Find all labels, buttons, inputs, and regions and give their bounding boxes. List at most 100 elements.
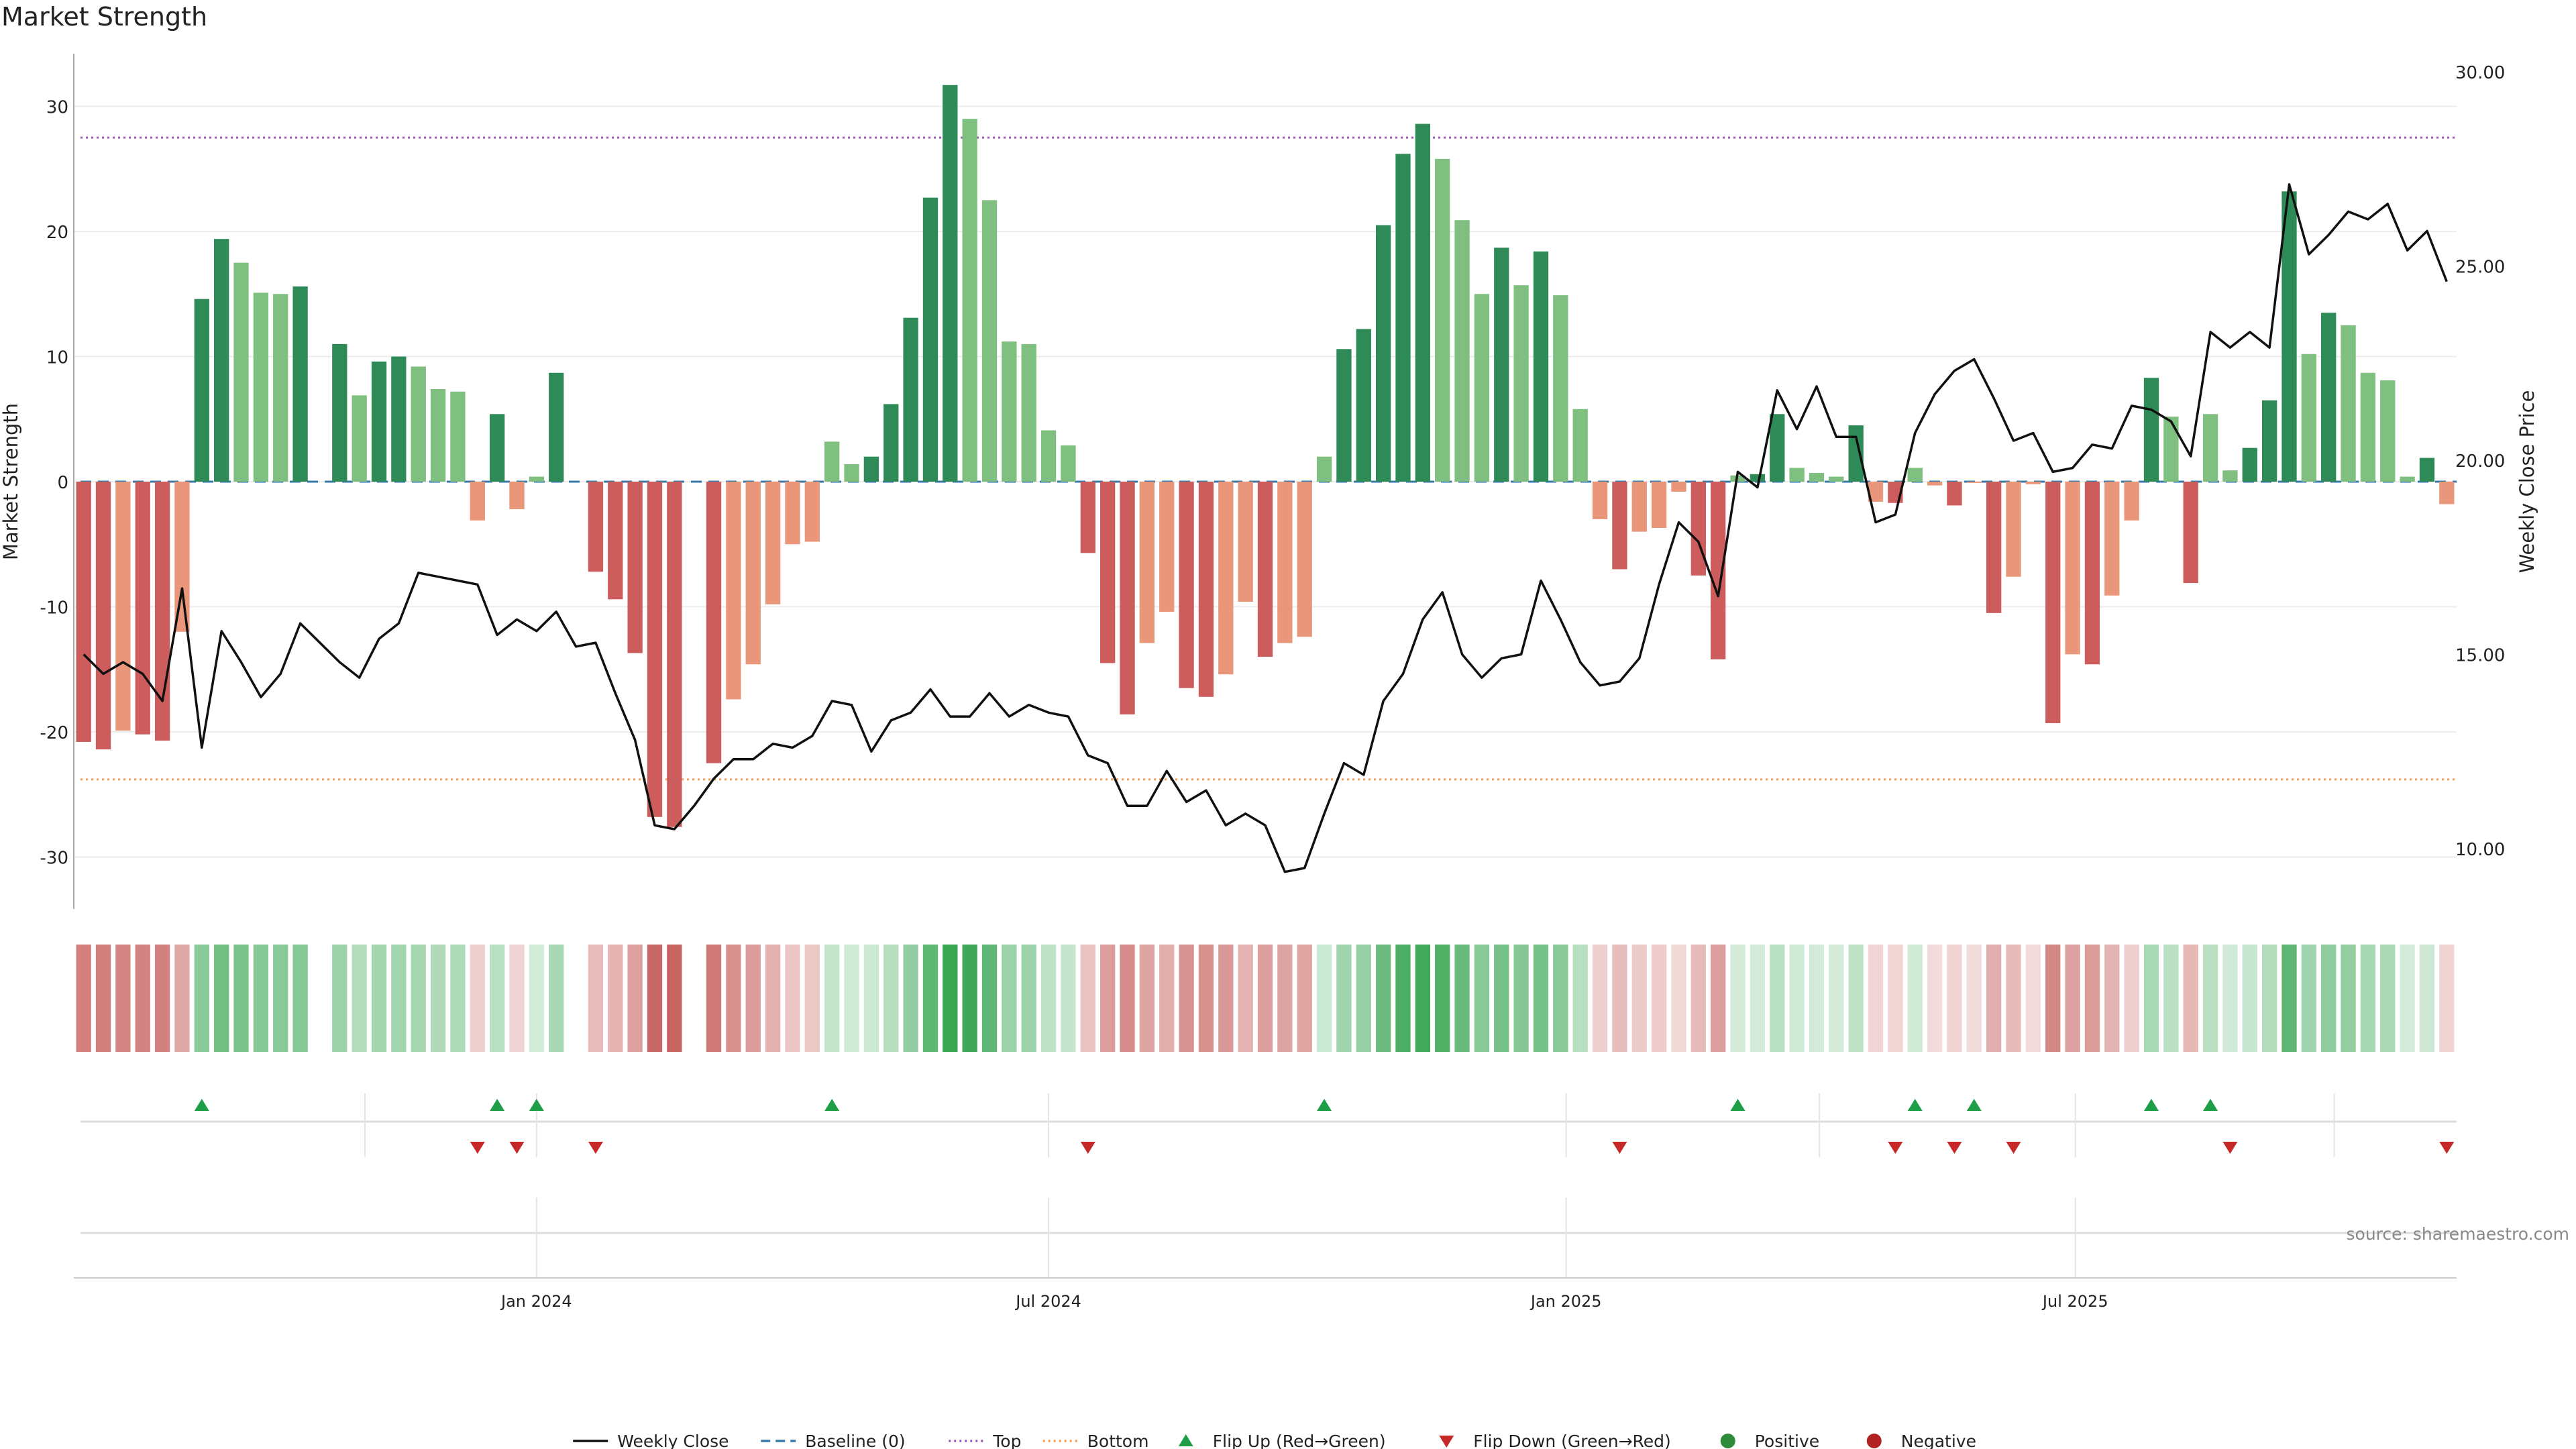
heat-cell [2084,945,2100,1052]
heat-cell [1711,945,1726,1052]
heat-cell [667,945,682,1052]
strength-bar [214,239,229,482]
heat-cell [391,945,407,1052]
heat-cell [352,945,367,1052]
strength-bar [1356,329,1371,482]
strength-bar [2439,482,2455,504]
legend-item: Top [949,1432,1021,1449]
heat-cell [804,945,820,1052]
y-tick-label: -20 [40,723,68,743]
source-label: source: sharemaestro.com [2347,1224,2570,1244]
legend-label: Weekly Close [617,1432,729,1449]
strength-heat-strip [76,945,2455,1052]
heat-cell [844,945,859,1052]
y-tick-label: 0 [57,473,68,493]
heat-cell [1592,945,1608,1052]
strength-bar [1553,295,1568,482]
strength-bar [1770,414,1785,482]
strength-bar [2045,482,2061,723]
y2-tick-label: 30.00 [2455,63,2505,83]
strength-bars [76,85,2455,827]
legend-item: Negative [1866,1432,1976,1449]
heat-cell [588,945,604,1052]
strength-bar [2400,476,2415,482]
strength-bar [450,391,466,482]
heat-cell [2222,945,2238,1052]
flip-up-marker [490,1099,505,1111]
heat-cell [765,945,781,1052]
strength-bar [489,414,505,482]
strength-bar [2065,482,2080,655]
heat-cell [470,945,485,1052]
strength-bar [1829,476,1844,482]
strength-bar [115,482,131,731]
heat-cell [1198,945,1214,1052]
heat-cell [647,945,663,1052]
y-tick-label: 30 [46,98,68,118]
heat-cell [1651,945,1667,1052]
strength-bar [1454,220,1470,482]
heat-cell [883,945,899,1052]
legend-swatch [1866,1434,1882,1448]
heat-cell [981,945,998,1052]
strength-bar [608,482,623,600]
legend-label: Flip Up (Red→Green) [1213,1432,1386,1449]
flip-down-marker [1947,1142,1962,1154]
heat-cell [1671,945,1686,1052]
heat-cell [1316,945,1332,1052]
flip-down-marker [2222,1142,2238,1154]
strength-bar [1415,123,1430,482]
heat-cell [1021,945,1036,1052]
heat-cell [608,945,623,1052]
heat-cell [411,945,426,1052]
heat-cell [1789,945,1805,1052]
flip-markers [80,1093,2457,1278]
strength-bar [863,456,879,482]
heat-cell [1809,945,1825,1052]
strength-bar [1986,482,2002,613]
heat-cell [2282,945,2297,1052]
legend-swatch [1720,1434,1735,1448]
strength-bar [233,262,249,482]
strength-bar [549,372,564,482]
heat-cell [174,945,190,1052]
heat-cell [1238,945,1253,1052]
flip-down-marker [1888,1142,1903,1154]
strength-bar [1711,482,1726,659]
heat-cell [76,945,91,1052]
strength-bar [1927,482,1943,486]
heat-cell [2341,945,2356,1052]
strength-bar [765,482,781,604]
strength-bar [1809,472,1825,482]
strength-bar [1297,482,1312,637]
strength-bar [1040,430,1057,482]
flip-up-marker [1317,1099,1332,1111]
strength-bar [1494,248,1509,482]
flip-up-marker [2143,1099,2159,1111]
strength-bar [371,361,387,482]
strength-bar [785,482,800,545]
heat-cell [332,945,347,1052]
strength-bar [1868,482,1884,502]
heat-cell [2419,945,2435,1052]
heat-cell [1533,945,1549,1052]
axes: -30 -20 -10 0 10 20 30 10.00 15.00 20.00 25.00 30.0… [40,54,2505,1311]
heat-cell [2380,945,2396,1052]
heat-cell [2439,945,2455,1052]
strength-bar [1336,349,1352,482]
strength-bar [174,482,190,632]
heat-cell [745,945,761,1052]
x-tick-label: Jul 2024 [1014,1292,1081,1311]
strength-bar [273,294,288,482]
strength-bar [352,395,367,482]
strength-bar [1750,474,1766,482]
strength-bar [588,482,604,572]
strength-bar [745,482,761,665]
strength-bar [1277,482,1293,643]
heat-cell [1553,945,1568,1052]
heat-cell [2261,945,2277,1052]
strength-bar [824,441,840,482]
heat-cell [1868,945,1884,1052]
heat-cell [2321,945,2337,1052]
strength-bar [76,482,91,742]
